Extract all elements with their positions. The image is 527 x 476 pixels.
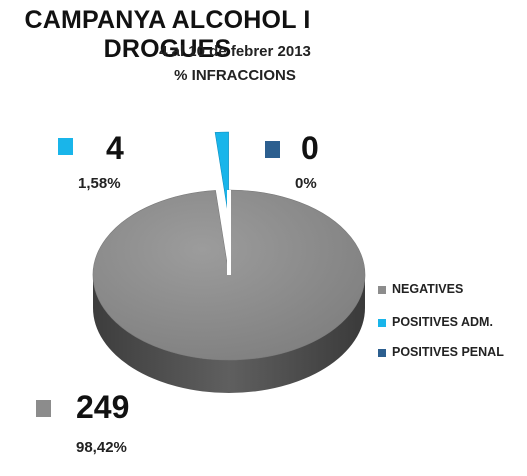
callout-count-negatives: 249 bbox=[76, 389, 130, 425]
legend-label-negatives: NEGATIVES bbox=[392, 282, 464, 296]
callout-swatch-positives-adm bbox=[58, 138, 73, 155]
legend-label-positives-penal: POSITIVES PENAL bbox=[392, 345, 504, 359]
legend-swatch-negatives bbox=[378, 286, 386, 294]
pie-slice-positives-adm bbox=[214, 131, 229, 218]
chart-unit-label: % INFRACCIONS bbox=[174, 67, 296, 84]
callout-count-positives-adm: 4 bbox=[106, 130, 124, 166]
callout-percent-positives-penal: 0% bbox=[295, 175, 317, 192]
callout-swatch-positives-penal bbox=[265, 141, 280, 158]
chart-subtitle: 4 al 10 de febrer 2013 bbox=[159, 43, 311, 60]
callout-percent-positives-adm: 1,58% bbox=[78, 175, 121, 192]
chart-title: CAMPANYA ALCOHOL I DROGUES bbox=[24, 6, 311, 63]
legend-swatch-positives-adm bbox=[378, 319, 386, 327]
callout-count-positives-penal: 0 bbox=[301, 130, 319, 166]
callout-swatch-negatives bbox=[36, 400, 51, 417]
legend-label-positives-adm: POSITIVES ADM. bbox=[392, 315, 493, 329]
callout-percent-negatives: 98,42% bbox=[76, 439, 127, 456]
legend-swatch-positives-penal bbox=[378, 349, 386, 357]
pie-side-negatives bbox=[93, 275, 365, 393]
